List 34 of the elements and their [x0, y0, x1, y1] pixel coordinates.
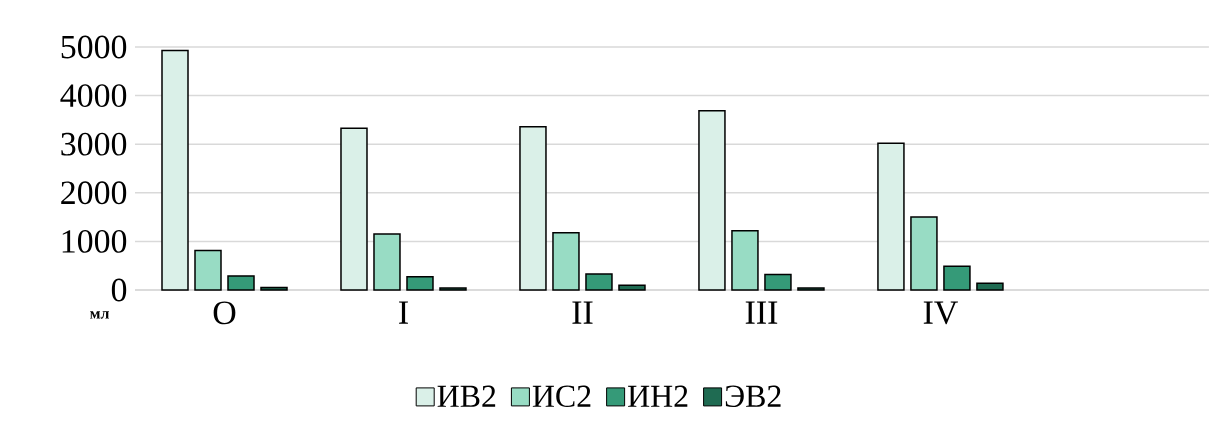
bar: [227, 275, 255, 291]
bar: [406, 276, 434, 291]
bar: [877, 142, 905, 291]
y-tick-label: 2000: [61, 181, 127, 205]
bar: [552, 231, 580, 291]
bar: [161, 49, 189, 291]
y-axis-title: мл: [90, 311, 110, 319]
bar: [943, 265, 971, 291]
bar: [585, 273, 613, 291]
x-tick-label: III: [745, 301, 778, 324]
bar: [976, 282, 1004, 291]
bar: [519, 125, 547, 291]
bar: [340, 127, 368, 291]
legend-label: ИН2: [628, 385, 688, 407]
bar: [618, 284, 646, 291]
legend-label: ИС2: [532, 385, 591, 408]
legend-label: ЭВ2: [725, 385, 781, 408]
x-tick-label: IV: [923, 301, 958, 325]
y-tick-label: 0: [111, 278, 127, 302]
legend-label: ИВ2: [437, 385, 496, 407]
bar: [373, 233, 401, 291]
x-tick-label: O: [213, 301, 236, 325]
y-tick-label: 5000: [61, 35, 127, 59]
x-tick-label: II: [572, 301, 593, 324]
bar: [194, 249, 222, 291]
x-tick-label: I: [399, 301, 408, 324]
bar: [698, 109, 726, 291]
y-tick-label: 1000: [62, 229, 127, 253]
bar: [731, 229, 759, 291]
bar: [764, 273, 792, 291]
bar: [910, 216, 938, 291]
y-tick-label: 4000: [60, 84, 127, 108]
y-tick-label: 3000: [61, 132, 127, 156]
bar: [260, 286, 288, 291]
